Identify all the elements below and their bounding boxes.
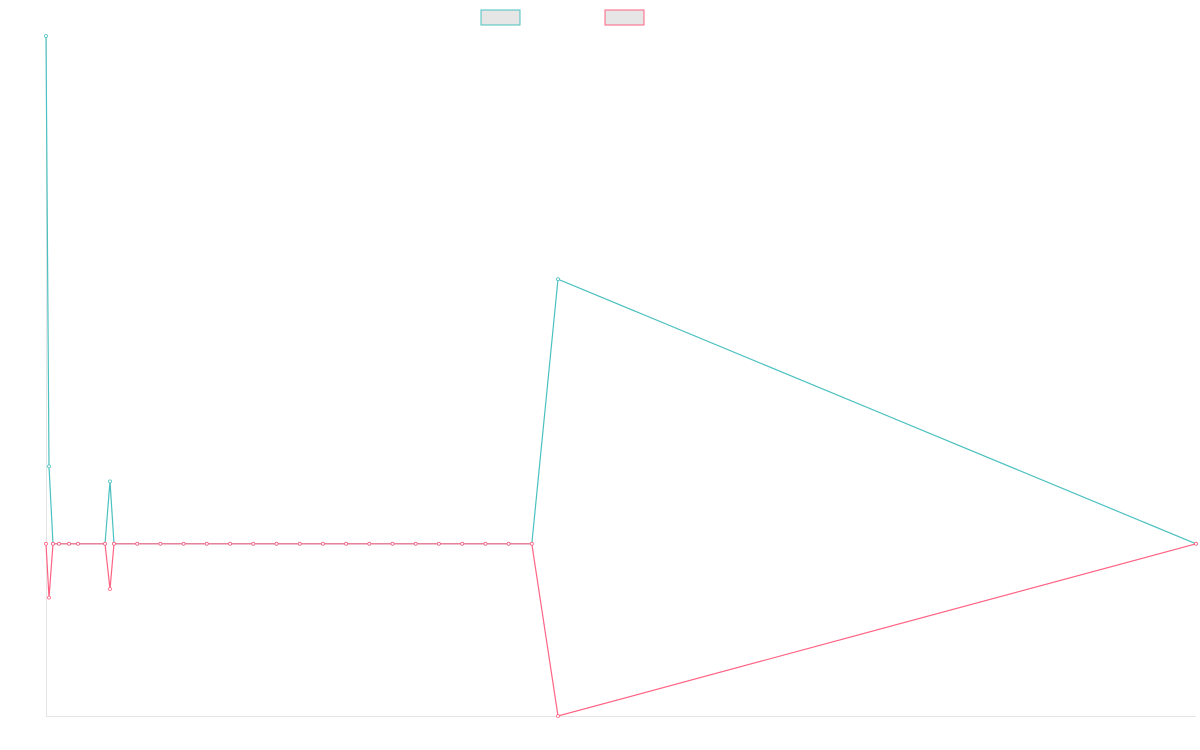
data-point-series-2-19[interactable] [367,541,372,546]
data-point-series-2-10[interactable] [158,541,163,546]
data-point-series-2-12[interactable] [204,541,209,546]
data-point-series-2-13[interactable] [228,541,233,546]
legend-swatch-series-2[interactable] [604,9,645,26]
data-point-series-2-9[interactable] [135,541,140,546]
data-point-series-1-27[interactable] [556,277,560,282]
data-point-series-2-11[interactable] [181,541,186,546]
data-point-series-2-15[interactable] [274,541,279,546]
data-point-series-2-3[interactable] [57,541,61,546]
data-point-series-2-0[interactable] [44,541,48,546]
data-point-series-2-8[interactable] [112,541,116,546]
data-point-series-2-2[interactable] [51,541,55,546]
data-point-series-2-27[interactable] [556,714,560,718]
series-line-1 [45,35,1197,545]
data-point-series-2-6[interactable] [103,541,107,546]
series-line-2 [45,543,1197,717]
data-point-series-2-25[interactable] [506,541,511,546]
data-point-series-2-4[interactable] [67,541,71,546]
data-point-series-2-26[interactable] [529,541,534,546]
data-point-series-2-18[interactable] [344,541,349,546]
data-point-series-2-28[interactable] [1194,541,1198,546]
data-point-series-1-1[interactable] [47,464,51,469]
data-point-series-2-20[interactable] [390,541,395,546]
data-point-series-2-23[interactable] [460,541,465,546]
data-point-series-2-17[interactable] [320,541,325,546]
plot-area [44,34,1198,718]
data-point-series-2-21[interactable] [413,541,418,546]
data-point-series-2-1[interactable] [47,595,51,600]
data-point-series-2-24[interactable] [483,541,488,546]
data-point-series-2-16[interactable] [297,541,302,546]
data-point-series-2-14[interactable] [251,541,256,546]
data-point-series-2-5[interactable] [76,541,80,546]
data-point-series-2-7[interactable] [108,587,112,591]
data-point-series-2-22[interactable] [436,541,441,546]
axes [46,36,1196,717]
data-point-series-1-0[interactable] [44,34,48,38]
data-point-series-1-7[interactable] [108,479,112,484]
legend [480,9,645,26]
legend-swatch-series-1[interactable] [480,9,521,26]
